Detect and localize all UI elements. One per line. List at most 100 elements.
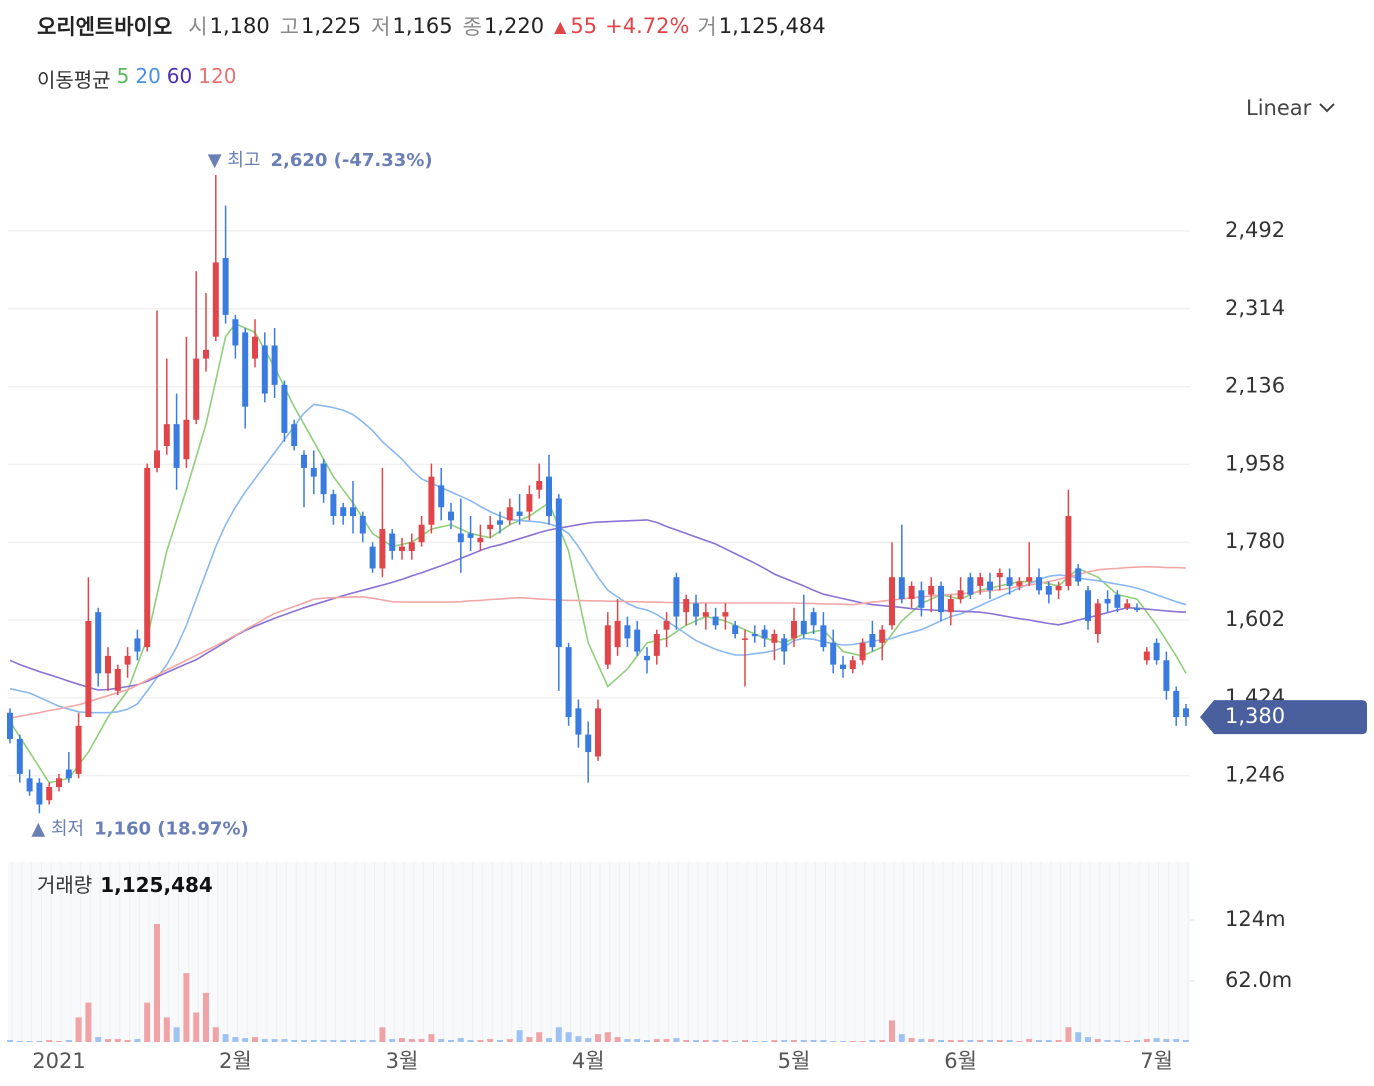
candle-body [977, 577, 984, 586]
volume-bar [1026, 1039, 1033, 1042]
candle-body [173, 424, 180, 468]
volume-tick-label: 62.0m [1225, 968, 1292, 992]
legend-entry: 120 [198, 64, 237, 88]
candle-body [898, 577, 905, 600]
annotation-text: 2,620 (-47.33%) [270, 150, 432, 171]
annotation-mark: ▲ 최저 [31, 818, 84, 839]
volume-bar [154, 923, 160, 1042]
volume-bar [634, 1039, 641, 1042]
candle-body [889, 577, 895, 626]
volume-bar [467, 1040, 474, 1042]
candle-body [212, 262, 219, 337]
volume-bar [614, 1037, 621, 1042]
change-value: 55 [570, 14, 598, 38]
legend-title: 이동평균 [37, 68, 111, 92]
candle-body [95, 612, 102, 674]
close-value: 1,220 [483, 14, 545, 38]
volume-bar [291, 1040, 298, 1042]
candle-body [46, 787, 53, 801]
volume-bar [1173, 1039, 1180, 1042]
volume-bar [693, 1040, 699, 1042]
ma-line [9, 565, 1187, 719]
y-tick-label: 1,424 [1225, 685, 1285, 709]
volume-bar [830, 1041, 837, 1043]
candle-body [565, 647, 572, 718]
candle-body [7, 712, 13, 739]
volume-bar [183, 973, 190, 1042]
volume-bar [105, 1039, 111, 1042]
volume-bar [565, 1032, 572, 1042]
volume-label: 거 [697, 15, 717, 39]
volume-bar [1143, 1039, 1150, 1042]
volume-bar [46, 1040, 53, 1042]
candle-body [75, 725, 82, 774]
volume-bar [1016, 1041, 1023, 1043]
volume-bar [203, 992, 209, 1042]
volume-bar [722, 1040, 729, 1042]
candle-body [222, 258, 229, 315]
candle-body [810, 612, 817, 626]
header: 오리엔트바이오 시 1,180 고 1,225 저 1,165 종 1,220 ▲ 55 +… [37, 10, 836, 42]
candle-body [693, 603, 699, 617]
volume-bar [281, 1039, 288, 1042]
candle-body [16, 738, 23, 774]
volume-bar [330, 1040, 337, 1042]
high-label: 고 [279, 15, 300, 39]
volume-bar [144, 1002, 151, 1042]
x-tick-label: 2021 [32, 1049, 85, 1073]
volume-bar [95, 1037, 102, 1042]
candle-body [448, 511, 454, 521]
candle-body [281, 384, 288, 433]
scale-menu[interactable]: Linear [1246, 96, 1335, 120]
volume-bar [350, 1040, 356, 1042]
chevron[interactable] [1319, 103, 1335, 113]
candle-body [781, 638, 788, 652]
candle-body [1114, 594, 1121, 608]
candle-body [477, 537, 484, 543]
annotation-mark: ▼ 최고 [208, 150, 261, 171]
candle-body [1143, 651, 1150, 661]
scale-label[interactable]: Linear [1246, 96, 1312, 120]
candle-body [56, 778, 62, 788]
volume-bar [1085, 1037, 1091, 1042]
candle-body [751, 634, 758, 637]
candle-body [830, 642, 837, 665]
annotation-text: 1,160 (18.97%) [94, 818, 249, 839]
volume-bar [134, 1039, 141, 1042]
candle-body [379, 529, 386, 569]
annotation: ▲ 최저 1,160 (18.97%) [31, 818, 248, 839]
volume-bar [1094, 1039, 1101, 1042]
volume-bar [1134, 1040, 1140, 1042]
volume-bar [771, 1040, 778, 1042]
volume-bar [908, 1038, 915, 1042]
volume-bar [800, 1040, 807, 1042]
candle-body [105, 655, 111, 674]
volume-bar [389, 1039, 396, 1042]
volume-bar [340, 1040, 347, 1042]
annotation: ▼ 최고 2,620 (-47.33%) [208, 150, 433, 171]
candle-body [457, 533, 464, 543]
x-tick-label: 2월 [219, 1049, 252, 1073]
volume-bar [399, 1038, 405, 1042]
open-value: 1,180 [209, 14, 270, 38]
candle-body [1104, 599, 1111, 604]
volume-bar [1045, 1040, 1052, 1042]
volume-bar [516, 1030, 523, 1042]
candle-body [85, 620, 92, 718]
candle-body [869, 634, 876, 648]
x-tick-label: 7월 [1140, 1049, 1173, 1073]
volume-bar [810, 1040, 817, 1042]
volume-bar [193, 1012, 200, 1042]
volume-bar [1065, 1027, 1072, 1042]
candle-body [957, 590, 964, 600]
candle-body [947, 599, 954, 613]
volume-bar [859, 1041, 866, 1043]
candle-body [428, 476, 435, 525]
volume-bar [947, 1040, 954, 1042]
candle-body [840, 664, 846, 670]
open-label: 시 [188, 15, 208, 39]
candle-body [232, 319, 239, 346]
candle-body [536, 481, 543, 490]
volume-bar [320, 1040, 327, 1042]
y-tick-label: 2,136 [1225, 374, 1285, 398]
